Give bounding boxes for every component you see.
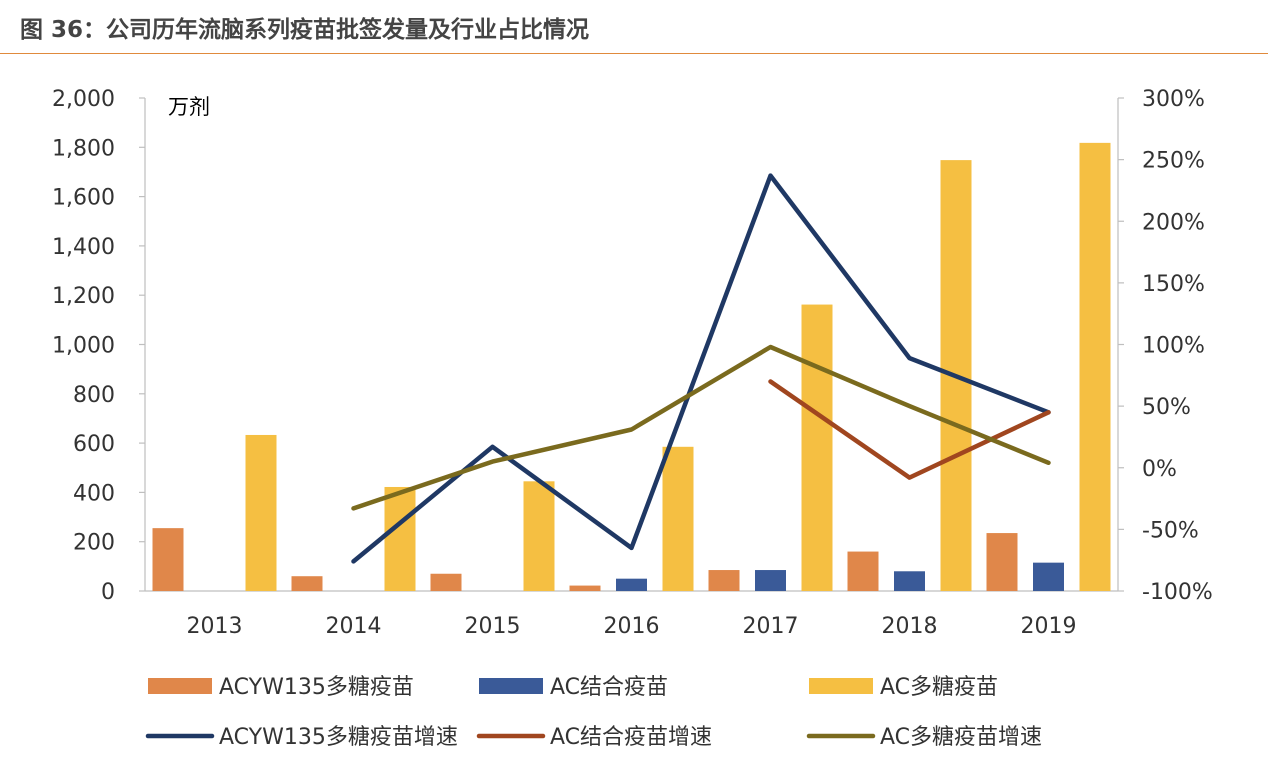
figure-title: 图 36：公司历年流脑系列疫苗批签发量及行业占比情况 [20,17,590,43]
y-tick-label-right: -50% [1142,518,1199,543]
legend-label-bar-1: ACYW135多糖疫苗 [219,675,414,700]
x-tick-label: 2014 [326,614,382,639]
y-tick-label-left: 1,600 [52,186,115,211]
x-tick-label: 2016 [604,614,660,639]
line-series-1 [351,173,1051,564]
y-tick-label-left: 1,800 [52,136,115,161]
bar-3-2016 [662,446,694,591]
legend-swatch-bar-3 [809,678,873,694]
line-series-3 [351,344,1051,511]
bar-3-2019 [1079,142,1111,591]
y-tick-label-left: 1,400 [52,235,115,260]
x-tick-label: 2018 [882,614,938,639]
y-unit-label: 万剂 [168,95,210,119]
y-tick-label-right: 50% [1142,395,1191,420]
bar-1-2016 [569,585,601,591]
legend-label-bar-3: AC多糖疫苗 [880,675,998,700]
x-tick-label: 2015 [465,614,521,639]
legend-label-line-2: AC结合疫苗增速 [550,725,712,750]
bar-1-2019 [986,533,1018,591]
bar-2-2019 [1033,562,1064,591]
x-tick-label: 2013 [187,614,243,639]
y-tick-label-right: -100% [1142,580,1213,605]
y-tick-label-left: 2,000 [52,87,115,112]
y-tick-label-right: 300% [1142,87,1205,112]
y-tick-label-left: 1,200 [52,284,115,309]
legend-label-line-3: AC多糖疫苗增速 [880,725,1042,750]
line-series-2 [768,379,1051,480]
x-tick-label: 2019 [1021,614,1077,639]
bar-3-2014 [384,486,416,591]
bar-3-2017 [801,304,833,591]
bar-1-2018 [847,551,879,591]
bar-1-2014 [291,576,323,591]
y-tick-label-right: 200% [1142,210,1205,235]
y-tick-label-left: 200 [73,531,115,556]
y-tick-label-left: 0 [101,580,115,605]
legend-swatch-bar-2 [479,678,543,694]
bar-1-2017 [708,570,740,591]
x-tick-label: 2017 [743,614,799,639]
y-tick-label-left: 600 [73,432,115,457]
y-tick-label-right: 250% [1142,149,1205,174]
legend-label-bar-2: AC结合疫苗 [550,675,668,700]
legend-label-line-1: ACYW135多糖疫苗增速 [219,725,458,750]
y-tick-label-left: 1,000 [52,334,115,359]
bar-2-2018 [894,571,925,591]
bar-3-2015 [523,481,555,591]
y-tick-label-right: 0% [1142,457,1177,482]
y-tick-label-left: 800 [73,383,115,408]
y-tick-label-right: 150% [1142,272,1205,297]
legend-swatch-bar-1 [148,678,212,694]
y-tick-label-left: 400 [73,481,115,506]
bar-3-2013 [245,434,277,591]
bar-1-2013 [152,528,184,591]
y-tick-label-right: 100% [1142,334,1205,359]
bar-2-2017 [755,570,786,591]
bar-1-2015 [430,573,462,591]
bar-2-2016 [616,578,647,591]
title-divider [0,53,1268,54]
